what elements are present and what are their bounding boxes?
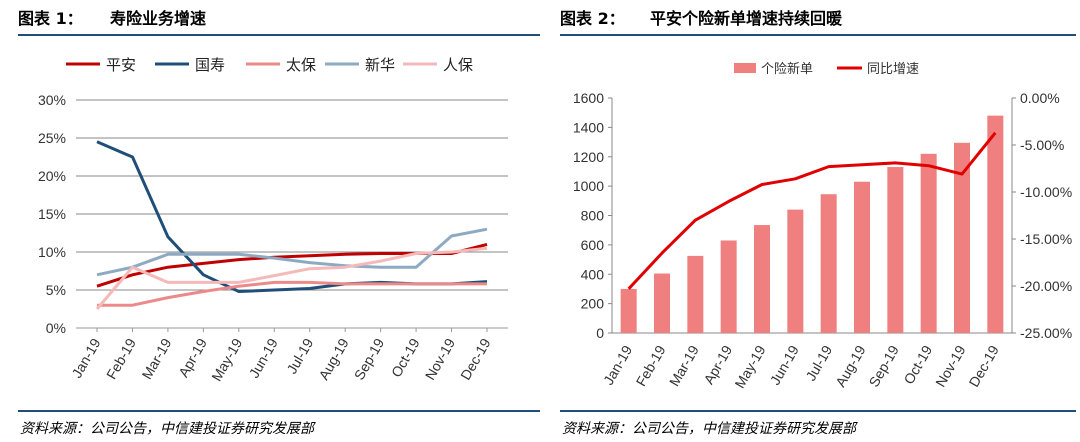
bar-Jan-19	[620, 288, 637, 333]
bar-Dec-19	[987, 115, 1004, 333]
x-tick-label: Dec-19	[966, 342, 1003, 389]
bar-Jul-19	[820, 194, 837, 333]
y2-tick-label: -10.00%	[1020, 184, 1072, 200]
legend-label: 人保	[443, 56, 473, 74]
series-line-人保	[95, 246, 488, 310]
legend-label: 国寿	[195, 56, 225, 74]
bar-May-19	[754, 225, 770, 333]
x-tick-label: Jun-19	[767, 342, 802, 387]
legend-label: 个险新单	[761, 61, 813, 77]
x-tick-label: Feb-19	[103, 335, 139, 382]
figure-header: 图表 1： 寿险业务增速	[18, 0, 540, 36]
y-tick-label: 600	[581, 237, 605, 253]
x-tick-label: Jul-19	[802, 342, 835, 383]
y-tick-label: 200	[581, 296, 605, 312]
y-tick-label: 0%	[46, 320, 66, 336]
figure-header: 图表 2： 平安个险新单增速持续回暖	[560, 0, 1076, 36]
bar-Sep-19	[887, 167, 904, 333]
figure-number: 图表 2：	[560, 9, 625, 28]
series-line-新华	[96, 227, 488, 277]
legend-label: 新华	[365, 56, 395, 74]
line-chart: 0% 5% 10% 15% 20% 25% 30% Jan-19 Feb-19 Mar-19 Apr…	[38, 56, 508, 384]
y-tick-label: 0	[596, 325, 604, 341]
x-tick-label: Mar-19	[138, 335, 174, 382]
x-tick-label: Mar-19	[666, 342, 702, 389]
source-divider	[560, 410, 1076, 412]
source-note: 资料来源：公司公告，中信建投证券研究发展部	[562, 421, 856, 437]
y-tick-label: 400	[581, 266, 605, 282]
x-tick-label: May-19	[731, 342, 768, 391]
figure-title: 平安个险新单增速持续回暖	[650, 9, 843, 28]
bar-line-combo-chart: 0 200 400 600 800 1000 1200 1400 1600 0.00% -5.00%…	[573, 61, 1072, 391]
figure-number: 图表 1：	[18, 9, 83, 28]
x-tick-label: Jan-19	[600, 342, 635, 387]
bar-Jun-19	[787, 209, 804, 333]
bar-Apr-19	[720, 240, 737, 333]
x-tick-label: Oct-19	[388, 335, 423, 380]
y-tick-label: 5%	[46, 282, 66, 298]
y2-tick-label: 0.00%	[1020, 90, 1060, 106]
bar-Nov-19	[954, 142, 970, 333]
x-tick-label: Feb-19	[633, 342, 669, 389]
x-tick-label: Jul-19	[283, 335, 316, 376]
y2-tick-label: -5.00%	[1020, 137, 1064, 153]
x-tick-label: Jan-19	[68, 335, 103, 380]
bar-Aug-19	[854, 181, 870, 333]
x-tick-label: Jun-19	[246, 335, 281, 380]
growth-line	[627, 131, 997, 290]
legend-label: 太保	[286, 56, 316, 74]
x-tick-label: Nov-19	[932, 342, 969, 389]
source-divider	[18, 410, 540, 412]
y-tick-label: 10%	[38, 244, 66, 260]
y-tick-label: 1000	[573, 178, 604, 194]
legend-swatch-bar	[734, 63, 756, 73]
chart-panel-pingan-new-business: 图表 2： 平安个险新单增速持续回暖 0 200 400 600 800 1000 1200…	[540, 0, 1080, 442]
x-tick-label: Nov-19	[422, 335, 459, 382]
source-note: 资料来源：公司公告，中信建投证券研究发展部	[20, 421, 314, 437]
x-tick-label: Aug-19	[832, 342, 869, 389]
y-tick-label: 15%	[38, 206, 66, 222]
y-tick-label: 800	[581, 208, 605, 224]
x-tick-label: Oct-19	[900, 342, 935, 387]
y-tick-label: 1200	[573, 149, 604, 165]
x-tick-label: May-19	[208, 335, 245, 384]
series-line-平安	[96, 242, 488, 288]
figure-title: 寿险业务增速	[110, 9, 207, 28]
y2-tick-label: -15.00%	[1020, 231, 1072, 247]
y2-tick-label: -25.00%	[1020, 325, 1072, 341]
y-tick-label: 30%	[38, 92, 66, 108]
x-tick-label: Apr-19	[700, 342, 735, 387]
x-tick-label: Aug-19	[315, 335, 352, 382]
x-tick-label: Sep-19	[351, 335, 388, 382]
y2-tick-label: -20.00%	[1020, 278, 1072, 294]
y-tick-label: 1400	[573, 119, 604, 135]
y-tick-label: 20%	[38, 168, 66, 184]
x-tick-label: Dec-19	[457, 335, 494, 382]
y-tick-label: 25%	[38, 130, 66, 146]
chart-panel-life-insurance-growth: 图表 1： 寿险业务增速 0% 5% 10% 15% 20% 25% 30% Jan-19 Fe…	[18, 0, 540, 437]
series-line-太保	[97, 280, 487, 307]
x-tick-label: Sep-19	[865, 342, 902, 389]
bar-Oct-19	[920, 153, 937, 333]
bar-Mar-19	[687, 255, 704, 333]
x-tick-label: Apr-19	[175, 335, 210, 380]
y-tick-label: 1600	[573, 90, 604, 106]
legend-label: 平安	[106, 56, 136, 74]
legend-label: 同比增速	[867, 62, 919, 77]
bar-Feb-19	[654, 273, 670, 333]
